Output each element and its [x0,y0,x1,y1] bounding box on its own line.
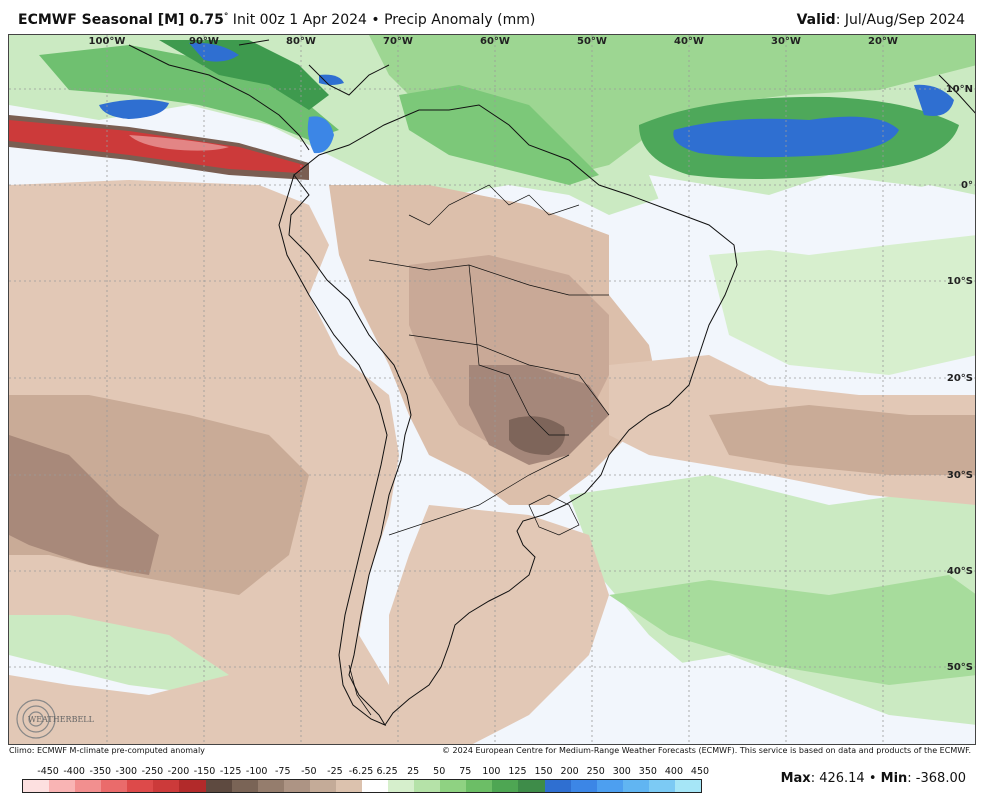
colorbar-tick-label: 250 [586,766,605,777]
colorbar-cell [570,780,597,792]
colorbar-tick-label: -100 [245,766,268,777]
colorbar-cell [388,780,415,792]
valid-period: Valid: Jul/Aug/Sep 2024 [797,12,965,28]
graticule [9,35,975,744]
colorbar-tick-label: -150 [193,766,216,777]
min-label: Min [880,771,908,786]
lon-label: 30°W [771,36,801,47]
climo-note: Climo: ECMWF M-climate pre-computed anom… [9,746,205,755]
colorbar-tick-labels: -450 -400 -350 -300 -250 -200 -150 -125 -100 -75-… [23,766,709,778]
colorbar-cell [49,780,76,792]
colorbar-tick-label: 6.25 [376,766,398,777]
lat-label: 0° [961,180,973,191]
colorbar-cell [205,780,232,792]
colorbar-cell [309,780,336,792]
colorbar-tick-label: -125 [219,766,242,777]
colorbar-cell [440,780,467,792]
colorbar-tick-label: 100 [482,766,501,777]
colorbar-tick-label: 200 [560,766,579,777]
colorbar-cell [596,780,623,792]
colorbar-cell [179,780,206,792]
lat-label: 10°N [946,84,973,95]
blue-anomaly-fields [99,42,954,158]
colorbar [22,779,702,793]
colorbar-cell [75,780,102,792]
colorbar-cell [466,780,493,792]
colorbar-tick-label: -350 [89,766,111,777]
lon-label: 20°W [868,36,898,47]
colorbar-cell [674,780,702,792]
colorbar-cell [153,780,180,792]
colorbar-tick-label: -400 [63,766,85,777]
colorbar-tick-label: 75 [459,766,472,777]
max-label: Max [780,771,811,786]
lat-label: 40°S [947,566,973,577]
title-bold: ECMWF Seasonal [M] 0.75 [18,12,224,28]
weatherbell-logo: WEATHERBELL [16,699,95,739]
colorbar-cell [257,780,284,792]
lon-label: 100°W [89,36,126,47]
valid-value: : Jul/Aug/Sep 2024 [835,12,965,28]
logo-text: WEATHERBELL [28,715,95,724]
colorbar-cell [648,780,675,792]
colorbar-cell [335,780,363,792]
coastlines [128,39,975,727]
colorbar-tick-label: -75 [275,766,291,777]
colorbar-cell [518,780,545,792]
colorbar-cell [544,780,571,792]
brown-anomaly-fields [9,175,975,744]
lon-label: 80°W [286,36,316,47]
colorbar-cell [101,780,128,792]
colorbar-tick-label: 450 [690,766,710,777]
lon-label: 70°W [383,36,413,47]
max-value: : 426.14 • [810,771,877,786]
colorbar-cell [622,780,649,792]
lon-label: 50°W [577,36,607,47]
colorbar-tick-label: -250 [141,766,164,777]
colorbar-tick-label: -25 [327,766,343,777]
colorbar-tick-label: -450 [37,766,59,777]
colorbar-cell [231,780,258,792]
header: ECMWF Seasonal [M] 0.75° Init 00z 1 Apr … [0,0,984,34]
lat-label: 10°S [947,276,973,287]
colorbar-tick-label: 400 [664,766,683,777]
colorbar-cell [283,780,310,792]
colorbar-cell [414,780,441,792]
max-min-readout: Max: 426.14 • Min: -368.00 [781,771,966,786]
lat-label: 50°S [947,662,973,673]
colorbar-tick-label: -50 [301,766,317,777]
map-panel: 100°W 90°W 80°W 70°W 60°W 50°W 40°W 30°W… [8,34,976,745]
green-anomaly-fields [9,35,975,744]
title-degree: ° [223,12,229,22]
latitude-labels: 10°N 0° 10°S 20°S 30°S 40°S 50°S [946,84,973,673]
min-value: : -368.00 [907,771,966,786]
lat-label: 30°S [947,470,973,481]
valid-label: Valid [796,12,836,28]
lon-label: 90°W [189,36,219,47]
colorbar-cell [492,780,519,792]
colorbar-tick-label: 125 [508,766,527,777]
colorbar-tick-label: 150 [534,766,553,777]
colorbar-tick-label: -200 [167,766,190,777]
page-title: ECMWF Seasonal [M] 0.75° Init 00z 1 Apr … [18,12,535,28]
colorbar-cell [127,780,154,792]
lat-label: 20°S [947,373,973,384]
colorbar-tick-label: 25 [407,766,420,777]
colorbar-tick-label: 50 [433,766,446,777]
colorbar-tick-label: -300 [115,766,138,777]
precip-anomaly-map: 100°W 90°W 80°W 70°W 60°W 50°W 40°W 30°W… [9,35,975,744]
colorbar-tick-label: -6.25 [348,766,374,777]
longitude-labels: 100°W 90°W 80°W 70°W 60°W 50°W 40°W 30°W… [89,36,898,47]
lon-label: 40°W [674,36,704,47]
title-rest: Init 00z 1 Apr 2024 • Precip Anomaly (mm… [228,12,536,28]
copyright-note: © 2024 European Centre for Medium-Range … [442,746,971,755]
colorbar-tick-label: 350 [638,766,657,777]
lon-label: 60°W [480,36,510,47]
colorbar-tick-label: 300 [612,766,631,777]
colorbar-cell [23,780,50,792]
colorbar-cell [362,780,389,792]
